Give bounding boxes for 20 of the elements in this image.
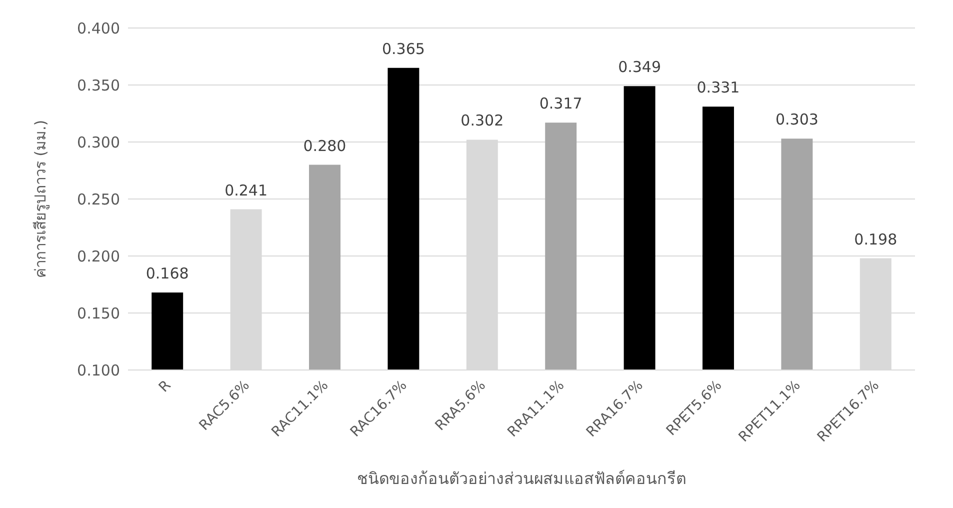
data-label: 0.280 [303,136,346,155]
data-label: 0.317 [539,94,582,113]
y-tick-label: 0.200 [77,247,120,266]
y-tick-label: 0.400 [77,19,120,38]
y-tick-label: 0.100 [77,361,120,380]
data-label: 0.168 [146,264,189,282]
x-tick-label: R [156,377,174,396]
data-label: 0.302 [460,112,504,130]
data-label: 0.303 [775,110,818,129]
data-label: 0.349 [618,58,662,76]
data-label: 0.198 [854,230,898,248]
data-label: 0.331 [696,78,740,97]
y-tick-label: 0.150 [77,304,120,322]
y-axis-title: ค่าการเสียรูปถาวร (มม.) [31,120,50,278]
y-tick-label: 0.250 [77,190,120,208]
x-axis-title: ชนิดของก้อนตัวอย่างส่วนผสมแอสฟัลต์คอนกรีต [357,469,686,488]
y-tick-label: 0.300 [77,133,120,152]
data-label: 0.241 [224,181,268,200]
data-label: 0.365 [382,40,425,58]
y-tick-label: 0.350 [77,76,120,94]
